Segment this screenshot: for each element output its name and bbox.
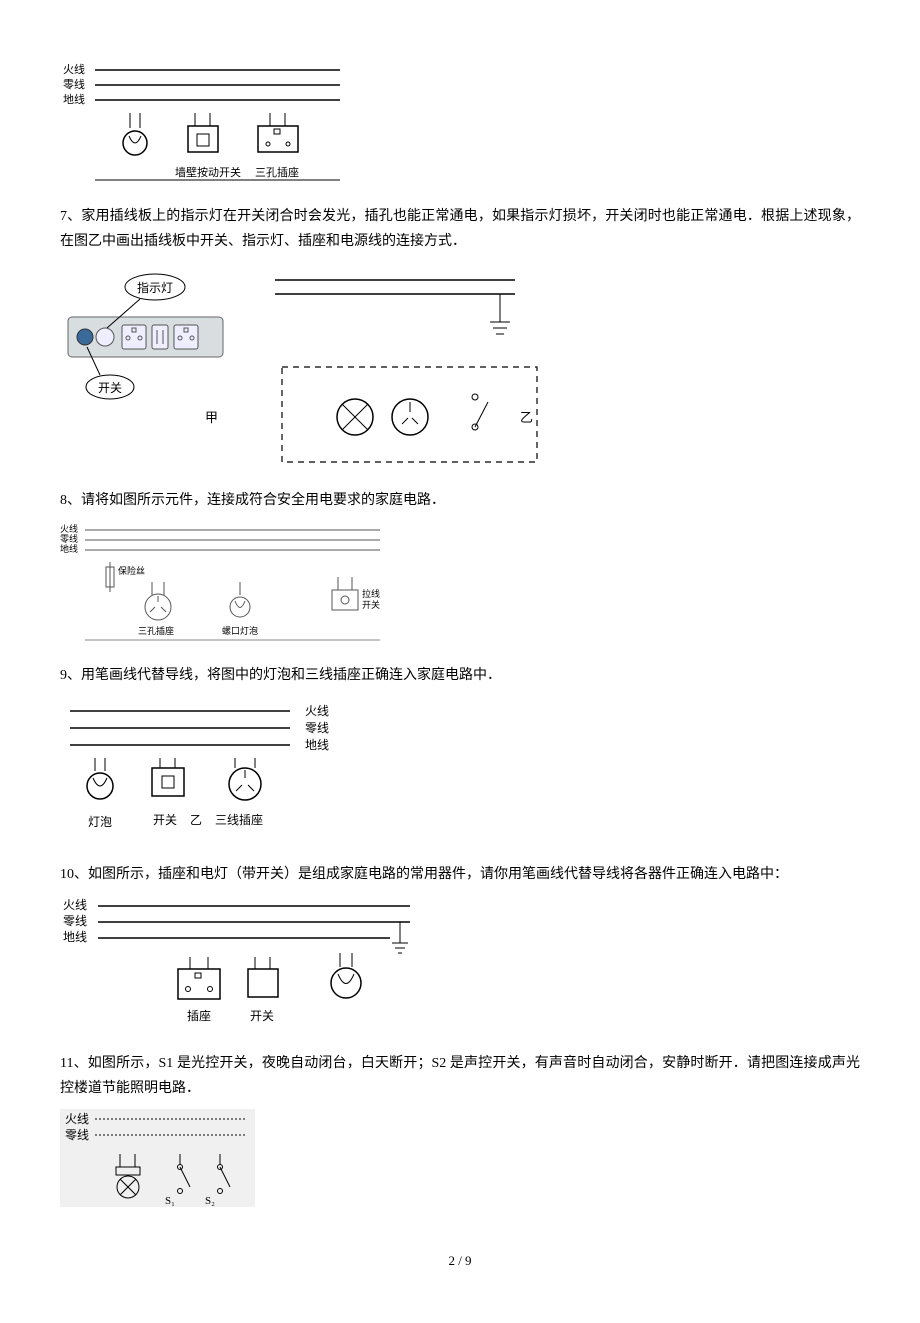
circuit-diagram-8: 火线 零线 地线 保险丝 三孔插座 螺口灯泡 拉线 开关 bbox=[60, 522, 390, 647]
label-s1: S₁ bbox=[165, 1195, 175, 1207]
label-socket3-8: 三孔插座 bbox=[138, 625, 174, 636]
label-socket-10: 插座 bbox=[187, 1008, 211, 1023]
figure-q9: 火线 零线 地线 灯泡 开关 乙 三线插座 bbox=[60, 696, 860, 846]
label-bulb-8: 螺口灯泡 bbox=[222, 625, 258, 636]
label-fire-10: 火线 bbox=[63, 898, 87, 912]
label-neutral-10: 零线 bbox=[63, 914, 87, 928]
question-10-text: 10、如图所示，插座和电灯（带开关）是组成家庭电路的常用器件，请你用笔画线代替导… bbox=[60, 862, 860, 887]
label-neutral-9: 零线 bbox=[305, 721, 329, 735]
figure-q6: 火线 零线 地线 墙壁按动开关 三孔插座 bbox=[60, 58, 860, 188]
caption-wall-switch: 墙壁按动开关 bbox=[175, 165, 241, 179]
label-pull-switch-1: 拉线 bbox=[362, 588, 380, 599]
label-neutral-8: 零线 bbox=[60, 533, 78, 544]
label-jia: 甲 bbox=[205, 410, 218, 425]
label-neutral: 零线 bbox=[63, 77, 85, 91]
label-ground-8: 地线 bbox=[60, 543, 78, 554]
caption-3hole-socket: 三孔插座 bbox=[255, 165, 299, 179]
question-11-text: 11、如图所示，S1 是光控开关，夜晚自动闭台，白天断开；S2 是声控开关，有声… bbox=[60, 1051, 860, 1101]
circuit-diagram-10: 火线 零线 地线 插座 开关 bbox=[60, 895, 430, 1035]
label-fire-9: 火线 bbox=[305, 704, 329, 718]
circuit-diagram-9: 火线 零线 地线 灯泡 开关 乙 三线插座 bbox=[60, 696, 360, 846]
label-ground-10: 地线 bbox=[63, 930, 87, 944]
figure-q11: 火线 零线 S₁ S₂ bbox=[60, 1109, 860, 1209]
label-s2: S₂ bbox=[205, 1195, 215, 1207]
label-yi-9: 乙 bbox=[190, 813, 202, 827]
figure-q8: 火线 零线 地线 保险丝 三孔插座 螺口灯泡 拉线 开关 bbox=[60, 522, 860, 647]
label-indicator: 指示灯 bbox=[137, 280, 173, 295]
label-ground: 地线 bbox=[63, 92, 85, 106]
label-fuse: 保险丝 bbox=[118, 565, 145, 576]
label-socket3-9: 三线插座 bbox=[215, 812, 263, 827]
label-fire-8: 火线 bbox=[60, 523, 78, 534]
label-fire: 火线 bbox=[63, 62, 85, 76]
circuit-diagram-11: 火线 零线 S₁ S₂ bbox=[60, 1109, 260, 1209]
label-switch-9: 开关 bbox=[153, 813, 177, 827]
figure-q7: 指示灯 开关 甲 乙 bbox=[60, 262, 860, 472]
circuit-diagram-6: 火线 零线 地线 墙壁按动开关 三孔插座 bbox=[60, 58, 350, 188]
figure-q10: 火线 零线 地线 插座 开关 bbox=[60, 895, 860, 1035]
circuit-diagram-7: 指示灯 开关 甲 乙 bbox=[60, 262, 540, 472]
question-8-text: 8、请将如图所示元件，连接成符合安全用电要求的家庭电路． bbox=[60, 488, 860, 513]
label-ground-9: 地线 bbox=[305, 738, 329, 752]
page-number: 2 / 9 bbox=[60, 1249, 860, 1272]
label-fire-11: 火线 bbox=[65, 1112, 89, 1126]
question-7-text: 7、家用插线板上的指示灯在开关闭合时会发光，插孔也能正常通电，如果指示灯损坏，开… bbox=[60, 204, 860, 254]
question-9-text: 9、用笔画线代替导线，将图中的灯泡和三线插座正确连入家庭电路中． bbox=[60, 663, 860, 688]
label-switch-10: 开关 bbox=[250, 1009, 274, 1023]
label-neutral-11: 零线 bbox=[65, 1128, 89, 1142]
label-pull-switch-2: 开关 bbox=[362, 599, 380, 610]
label-yi-7: 乙 bbox=[520, 410, 533, 425]
label-switch-7: 开关 bbox=[98, 381, 122, 395]
label-bulb-9: 灯泡 bbox=[88, 815, 112, 829]
